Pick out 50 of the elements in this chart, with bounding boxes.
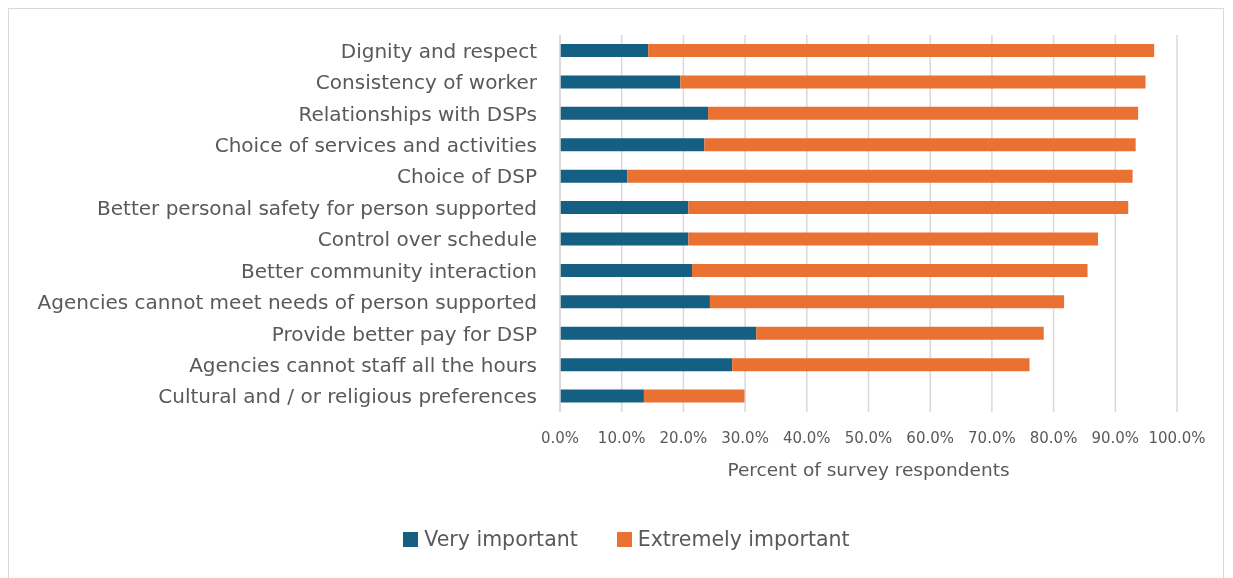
y-tick-label: Choice of services and activities xyxy=(214,133,537,158)
bar xyxy=(627,169,1133,183)
y-tick-label: Dignity and respect xyxy=(340,38,538,63)
y-tick-label: Agencies cannot meet needs of person supported xyxy=(37,290,537,315)
y-tick-label: Provide better pay for DSP xyxy=(271,321,537,346)
bar xyxy=(560,295,710,309)
y-tick-label: Better personal safety for person supported xyxy=(97,195,537,220)
x-tick-label: 60.0% xyxy=(906,428,955,447)
x-tick-label: 100.0% xyxy=(1148,428,1206,447)
bar xyxy=(688,201,1129,215)
y-tick-label: Choice of DSP xyxy=(397,164,537,189)
bar xyxy=(708,106,1139,120)
bar xyxy=(560,138,705,152)
y-tick-label: Consistency of worker xyxy=(315,70,538,95)
bar xyxy=(704,138,1136,152)
x-tick-label: 10.0% xyxy=(597,428,646,447)
x-tick-label: 70.0% xyxy=(968,428,1016,447)
legend-label: Very important xyxy=(424,527,578,551)
y-tick-label: Cultural and / or religious preferences xyxy=(158,384,537,409)
x-tick-label: 50.0% xyxy=(844,428,893,447)
x-tick-label: 20.0% xyxy=(659,428,708,447)
bar xyxy=(560,326,757,340)
bar xyxy=(756,326,1044,340)
legend-label: Extremely important xyxy=(637,527,850,551)
bar xyxy=(560,106,709,120)
y-tick-label: Control over schedule xyxy=(317,227,537,252)
y-tick-label: Relationships with DSPs xyxy=(298,101,537,126)
bar xyxy=(560,263,693,277)
y-tick-label: Better community interaction xyxy=(241,258,537,283)
bar xyxy=(560,201,689,215)
bar xyxy=(560,169,628,183)
bar xyxy=(560,389,644,403)
bar xyxy=(709,295,1065,309)
bar xyxy=(732,358,1030,372)
bar xyxy=(680,75,1146,89)
bar xyxy=(688,232,1099,246)
x-tick-label: 0.0% xyxy=(540,428,580,447)
bar xyxy=(643,389,745,403)
x-tick-label: 80.0% xyxy=(1029,428,1078,447)
y-tick-label: Agencies cannot staff all the hours xyxy=(189,352,537,377)
bar xyxy=(560,358,733,372)
bar xyxy=(648,44,1155,57)
x-tick-label: 30.0% xyxy=(721,428,769,447)
x-tick-label: 90.0% xyxy=(1091,428,1140,447)
bar xyxy=(560,44,649,57)
bar xyxy=(560,75,681,89)
x-tick-label: 40.0% xyxy=(782,428,831,447)
bar xyxy=(560,232,689,246)
x-axis-title: Percent of survey respondents xyxy=(727,459,1010,480)
bar xyxy=(692,263,1088,277)
